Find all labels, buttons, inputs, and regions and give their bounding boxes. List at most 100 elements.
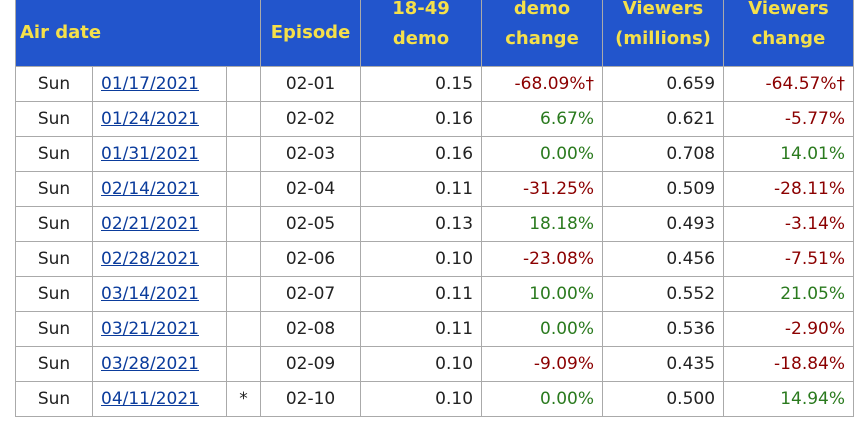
note-cell xyxy=(225,100,262,137)
air-date-cell: 03/14/2021 xyxy=(92,275,227,312)
air-date-link[interactable]: 02/14/2021 xyxy=(101,178,199,199)
viewers-change-cell: -18.84% xyxy=(723,345,854,382)
day-cell: Sun xyxy=(15,275,93,312)
note-cell xyxy=(225,275,262,312)
header-episode[interactable]: Episode xyxy=(260,0,362,67)
note-cell xyxy=(225,240,262,277)
viewers-change-cell: 14.94% xyxy=(723,380,854,417)
day-cell: Sun xyxy=(15,240,93,277)
air-date-link[interactable]: 01/24/2021 xyxy=(101,108,199,129)
note-cell xyxy=(225,205,262,242)
demo-change-cell: -31.25% xyxy=(481,170,604,207)
viewers-change-cell: -28.11% xyxy=(723,170,854,207)
viewers-cell: 0.708 xyxy=(602,135,725,172)
note-cell xyxy=(225,310,262,347)
demo-cell: 0.10 xyxy=(360,345,483,382)
viewers-change-cell: 21.05% xyxy=(723,275,854,312)
header-viewers-change[interactable]: Viewers change xyxy=(723,0,854,67)
viewers-change-cell: -3.14% xyxy=(723,205,854,242)
demo-change-cell: 6.67% xyxy=(481,100,604,137)
day-cell: Sun xyxy=(15,170,93,207)
air-date-cell: 03/21/2021 xyxy=(92,310,227,347)
demo-cell: 0.16 xyxy=(360,135,483,172)
day-cell: Sun xyxy=(15,100,93,137)
episode-cell: 02-01 xyxy=(260,65,362,102)
table-row: Sun 04/11/2021 * 02-10 0.10 0.00% 0.500 14.94% xyxy=(15,380,854,417)
viewers-cell: 0.456 xyxy=(602,240,725,277)
note-cell xyxy=(225,170,262,207)
header-row: Air date Episode 18-49 demo demo change … xyxy=(14,0,854,67)
demo-cell: 0.11 xyxy=(360,310,483,347)
day-cell: Sun xyxy=(15,205,93,242)
table-row: Sun 03/21/2021 02-08 0.11 0.00% 0.536 -2.90% xyxy=(15,310,854,347)
viewers-cell: 0.500 xyxy=(602,380,725,417)
day-cell: Sun xyxy=(15,135,93,172)
demo-change-cell: 18.18% xyxy=(481,205,604,242)
demo-cell: 0.15 xyxy=(360,65,483,102)
note-cell: * xyxy=(225,380,262,417)
table-row: Sun 01/17/2021 02-01 0.15 -68.09%† 0.659 -64.5… xyxy=(15,65,854,102)
episode-cell: 02-07 xyxy=(260,275,362,312)
table-row: Sun 03/28/2021 02-09 0.10 -9.09% 0.435 -18.84% xyxy=(15,345,854,382)
viewers-cell: 0.552 xyxy=(602,275,725,312)
air-date-link[interactable]: 01/17/2021 xyxy=(101,73,199,94)
demo-change-cell: -23.08% xyxy=(481,240,604,277)
demo-change-cell: 0.00% xyxy=(481,380,604,417)
air-date-cell: 01/24/2021 xyxy=(92,100,227,137)
air-date-cell: 02/28/2021 xyxy=(92,240,227,277)
note-cell xyxy=(225,135,262,172)
table-row: Sun 01/31/2021 02-03 0.16 0.00% 0.708 14.01% xyxy=(15,135,854,172)
air-date-link[interactable]: 02/28/2021 xyxy=(101,248,199,269)
header-demo[interactable]: 18-49 demo xyxy=(360,0,483,67)
header-air-date[interactable]: Air date xyxy=(14,0,262,67)
demo-change-cell: 0.00% xyxy=(481,310,604,347)
episode-cell: 02-02 xyxy=(260,100,362,137)
viewers-change-cell: -2.90% xyxy=(723,310,854,347)
air-date-cell: 03/28/2021 xyxy=(92,345,227,382)
air-date-link[interactable]: 04/11/2021 xyxy=(101,388,199,409)
episode-cell: 02-06 xyxy=(260,240,362,277)
viewers-change-cell: -5.77% xyxy=(723,100,854,137)
air-date-link[interactable]: 03/28/2021 xyxy=(101,353,199,374)
day-cell: Sun xyxy=(15,345,93,382)
air-date-link[interactable]: 03/14/2021 xyxy=(101,283,199,304)
demo-change-cell: 10.00% xyxy=(481,275,604,312)
note-cell xyxy=(225,345,262,382)
episode-cell: 02-04 xyxy=(260,170,362,207)
air-date-link[interactable]: 02/21/2021 xyxy=(101,213,199,234)
air-date-cell: 02/21/2021 xyxy=(92,205,227,242)
day-cell: Sun xyxy=(15,310,93,347)
episode-cell: 02-08 xyxy=(260,310,362,347)
header-demo-change[interactable]: demo change xyxy=(481,0,604,67)
table-row: Sun 03/14/2021 02-07 0.11 10.00% 0.552 21.05% xyxy=(15,275,854,312)
viewers-change-cell: -7.51% xyxy=(723,240,854,277)
viewers-change-cell: -64.57%† xyxy=(723,65,854,102)
demo-cell: 0.10 xyxy=(360,240,483,277)
air-date-cell: 01/31/2021 xyxy=(92,135,227,172)
air-date-cell: 04/11/2021 xyxy=(92,380,227,417)
viewers-cell: 0.493 xyxy=(602,205,725,242)
demo-cell: 0.13 xyxy=(360,205,483,242)
table-row: Sun 01/24/2021 02-02 0.16 6.67% 0.621 -5.77% xyxy=(15,100,854,137)
header-viewers[interactable]: Viewers (millions) xyxy=(602,0,725,67)
air-date-link[interactable]: 03/21/2021 xyxy=(101,318,199,339)
viewers-cell: 0.659 xyxy=(602,65,725,102)
demo-cell: 0.11 xyxy=(360,275,483,312)
viewers-cell: 0.536 xyxy=(602,310,725,347)
table-body: Sun 01/17/2021 02-01 0.15 -68.09%† 0.659 -64.5… xyxy=(15,65,854,417)
day-cell: Sun xyxy=(15,380,93,417)
table-row: Sun 02/14/2021 02-04 0.11 -31.25% 0.509 -28.11… xyxy=(15,170,854,207)
ratings-table: Air date Episode 18-49 demo demo change … xyxy=(14,0,854,417)
air-date-link[interactable]: 01/31/2021 xyxy=(101,143,199,164)
demo-cell: 0.16 xyxy=(360,100,483,137)
air-date-cell: 01/17/2021 xyxy=(92,65,227,102)
day-cell: Sun xyxy=(15,65,93,102)
episode-cell: 02-05 xyxy=(260,205,362,242)
episode-cell: 02-03 xyxy=(260,135,362,172)
viewers-cell: 0.621 xyxy=(602,100,725,137)
episode-cell: 02-10 xyxy=(260,380,362,417)
demo-change-cell: -68.09%† xyxy=(481,65,604,102)
demo-change-cell: 0.00% xyxy=(481,135,604,172)
air-date-cell: 02/14/2021 xyxy=(92,170,227,207)
